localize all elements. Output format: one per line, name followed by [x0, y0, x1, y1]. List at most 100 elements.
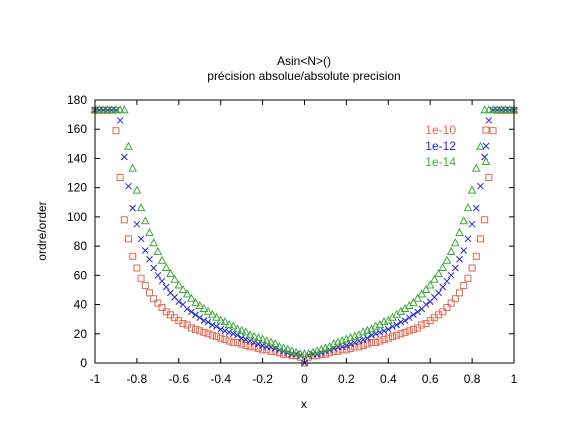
- data-point-cross: [414, 308, 421, 316]
- data-point-square: [460, 282, 468, 290]
- legend-marker-cross: [482, 142, 490, 150]
- data-point-square: [368, 339, 376, 347]
- data-point-triangle: [442, 255, 452, 264]
- data-point-cross: [150, 264, 158, 272]
- data-point-square: [141, 282, 149, 290]
- data-point-triangle: [124, 141, 133, 150]
- data-point-square: [158, 303, 166, 311]
- data-point-triangle: [430, 274, 439, 283]
- data-point-square: [254, 344, 262, 352]
- data-point-square: [246, 343, 254, 351]
- data-point-square: [443, 303, 451, 311]
- data-point-square: [204, 330, 212, 338]
- data-point-triangle: [145, 227, 154, 236]
- legend-label: 1e-14: [425, 155, 456, 169]
- data-point-cross: [439, 283, 447, 291]
- y-tick-label: 80: [74, 239, 88, 253]
- data-point-triangle: [187, 293, 196, 302]
- data-point-cross: [422, 301, 430, 308]
- data-point-square: [129, 252, 137, 260]
- data-point-square: [363, 340, 371, 348]
- data-point-triangle: [476, 141, 485, 150]
- data-point-cross: [384, 326, 392, 333]
- data-point-triangle: [467, 185, 477, 194]
- data-point-square: [376, 337, 384, 345]
- data-point-cross: [435, 289, 442, 297]
- y-tick-label: 140: [67, 151, 87, 165]
- data-point-square: [347, 344, 355, 352]
- data-point-cross: [238, 334, 246, 342]
- data-point-cross: [141, 247, 149, 254]
- data-point-cross: [158, 277, 166, 285]
- data-point-triangle: [149, 238, 158, 247]
- data-point-cross: [447, 271, 455, 279]
- data-point-triangle: [178, 284, 188, 293]
- legend-label: 1e-10: [425, 123, 456, 137]
- data-point-triangle: [413, 293, 422, 302]
- data-point-cross: [116, 117, 124, 124]
- data-point-square: [464, 274, 472, 282]
- data-point-triangle: [434, 268, 443, 277]
- data-point-square: [145, 289, 153, 297]
- data-point-square: [267, 347, 275, 355]
- data-point-cross: [162, 283, 170, 291]
- data-point-triangle: [195, 300, 205, 310]
- data-point-cross: [472, 204, 480, 212]
- data-point-triangle: [203, 306, 213, 315]
- data-point-triangle: [295, 349, 305, 358]
- data-point-triangle: [463, 203, 473, 212]
- data-point-triangle: [438, 262, 448, 272]
- data-point-triangle: [417, 289, 427, 298]
- data-point-square: [384, 334, 392, 342]
- data-point-cross: [129, 204, 137, 212]
- data-point-square: [154, 299, 162, 307]
- data-point-cross: [154, 271, 162, 279]
- data-point-square: [200, 328, 208, 336]
- data-point-triangle: [480, 105, 490, 114]
- data-point-square: [481, 216, 489, 224]
- data-point-cross: [192, 311, 199, 319]
- data-point-triangle: [224, 319, 234, 329]
- data-point-triangle: [258, 334, 267, 343]
- data-points: [90, 105, 519, 367]
- data-point-cross: [120, 153, 128, 161]
- data-point-cross: [208, 321, 216, 329]
- data-point-square: [221, 336, 229, 344]
- data-point-square: [179, 320, 187, 328]
- data-point-triangle: [446, 246, 456, 255]
- data-point-square: [238, 340, 246, 348]
- data-point-triangle: [191, 298, 200, 307]
- data-point-cross: [213, 323, 220, 330]
- data-point-triangle: [207, 309, 217, 318]
- data-point-triangle: [425, 280, 435, 289]
- data-point-cross: [380, 327, 388, 335]
- data-point-cross: [196, 314, 204, 322]
- data-point-triangle: [153, 246, 163, 255]
- chart-subtitle: précision absolue/absolute precision: [207, 69, 400, 83]
- data-point-cross: [217, 326, 225, 333]
- data-point-cross: [397, 318, 405, 326]
- data-point-square: [472, 252, 480, 260]
- data-point-triangle: [266, 337, 276, 346]
- data-point-triangle: [94, 105, 104, 114]
- data-point-square: [451, 295, 459, 303]
- data-point-triangle: [132, 185, 142, 194]
- x-tick-label: -0.4: [210, 372, 231, 386]
- data-point-cross: [188, 308, 195, 316]
- data-point-square: [137, 274, 145, 282]
- data-point-triangle: [170, 274, 179, 283]
- y-tick-label: 20: [74, 327, 88, 341]
- axis-ticks: -1 -0.8 -0.6 -0.4 -0.2 0 0.2 0.4 0.6 0.8 1 0 20 40 60 8…: [67, 93, 518, 386]
- data-point-cross: [389, 323, 396, 330]
- data-point-triangle: [505, 105, 515, 114]
- data-point-square: [397, 330, 405, 338]
- data-point-triangle: [166, 268, 175, 277]
- data-point-triangle: [484, 105, 494, 114]
- x-tick-label: 0.6: [422, 372, 439, 386]
- data-point-square: [196, 327, 204, 335]
- data-point-triangle: [409, 298, 418, 307]
- data-point-square: [217, 334, 225, 342]
- data-point-square: [250, 343, 258, 351]
- data-point-cross: [410, 311, 417, 319]
